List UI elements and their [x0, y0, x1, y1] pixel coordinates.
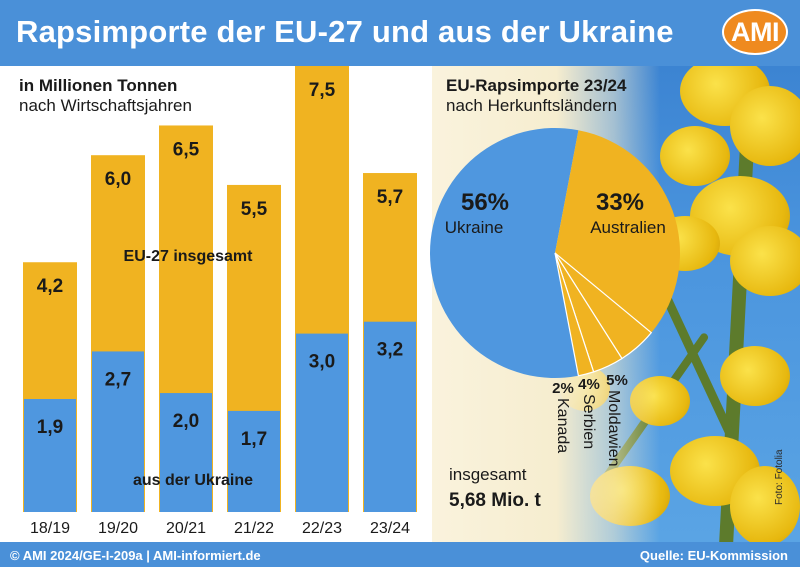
- category-tick-label: 22/23: [302, 520, 342, 537]
- pie-chart-title: EU-Rapsimporte 23/24: [446, 76, 627, 95]
- eu-value-label: 5,7: [377, 187, 403, 208]
- ukraine-bar: [160, 393, 212, 512]
- pie-country-label: Serbien: [580, 394, 597, 449]
- pie-country-label: Moldawien: [605, 390, 622, 466]
- footer-band: [0, 542, 800, 567]
- eu-value-label: 6,5: [173, 139, 200, 160]
- header-band: [0, 0, 800, 66]
- bar-chart-panel: [11, 66, 432, 542]
- pie-chart-subtitle: nach Herkunftsländern: [446, 96, 618, 115]
- ukraine-value-label: 2,0: [173, 411, 199, 432]
- ukraine-value-label: 1,7: [241, 429, 267, 450]
- ukraine-value-label: 2,7: [105, 369, 131, 390]
- ukraine-bar: [228, 410, 280, 512]
- ukraine-bar: [92, 351, 144, 512]
- total-label: insgesamt: [449, 465, 527, 484]
- pie-percent-label: 5%: [606, 372, 628, 389]
- logo-text: AMI: [731, 16, 780, 47]
- category-tick-label: 18/19: [30, 520, 70, 537]
- pie-country-label: Kanada: [554, 398, 571, 453]
- ukraine-value-label: 3,2: [377, 340, 403, 361]
- footer-source: Quelle: EU-Kommission: [639, 548, 788, 563]
- eu-value-label: 7,5: [309, 80, 336, 101]
- category-tick-label: 20/21: [166, 520, 206, 537]
- ukraine-bar: [296, 333, 348, 512]
- flower-shape: [730, 86, 800, 166]
- ukraine-series-label: aus der Ukraine: [133, 472, 253, 489]
- page-title: Rapsimporte der EU-27 und aus der Ukrain…: [16, 14, 674, 49]
- ami-logo: AMI: [722, 9, 788, 55]
- pie-country-label: Ukraine: [445, 218, 504, 237]
- pie-country-label: Australien: [590, 218, 666, 237]
- pie-percent-label: 2%: [552, 380, 574, 397]
- bar-chart-title: in Millionen Tonnen: [19, 76, 178, 95]
- category-tick-label: 21/22: [234, 520, 274, 537]
- eu-value-label: 5,5: [241, 199, 268, 220]
- ukraine-bar: [24, 399, 76, 512]
- flower-shape: [720, 346, 790, 406]
- eu-value-label: 4,2: [37, 276, 63, 297]
- eu-value-label: 6,0: [105, 169, 131, 190]
- flower-shape: [730, 466, 800, 542]
- pie-percent-label: 4%: [578, 376, 600, 393]
- pie-slice-australien: [555, 130, 680, 333]
- ukraine-value-label: 1,9: [37, 417, 63, 438]
- photo-credit: Foto: Fotolia: [774, 449, 785, 505]
- pie-slice-kanada: [554, 252, 595, 377]
- category-tick-label: 19/20: [98, 520, 138, 537]
- pie-percent-label: 56%: [461, 189, 509, 216]
- pie-slice-ukraine: [430, 128, 579, 378]
- pie-percent-label: 33%: [596, 189, 644, 216]
- category-tick-label: 23/24: [370, 520, 410, 537]
- ukraine-value-label: 3,0: [309, 352, 335, 373]
- eu-series-label: EU-27 insgesamt: [124, 248, 254, 265]
- flower-shape: [730, 226, 800, 296]
- bar-chart-subtitle: nach Wirtschaftsjahren: [19, 96, 192, 115]
- footer-copyright: © AMI 2024/GE-I-209a | AMI-informiert.de: [10, 548, 261, 563]
- total-value: 5,68 Mio. t: [449, 490, 541, 511]
- ukraine-bar: [364, 321, 416, 512]
- flower-shape: [660, 126, 730, 186]
